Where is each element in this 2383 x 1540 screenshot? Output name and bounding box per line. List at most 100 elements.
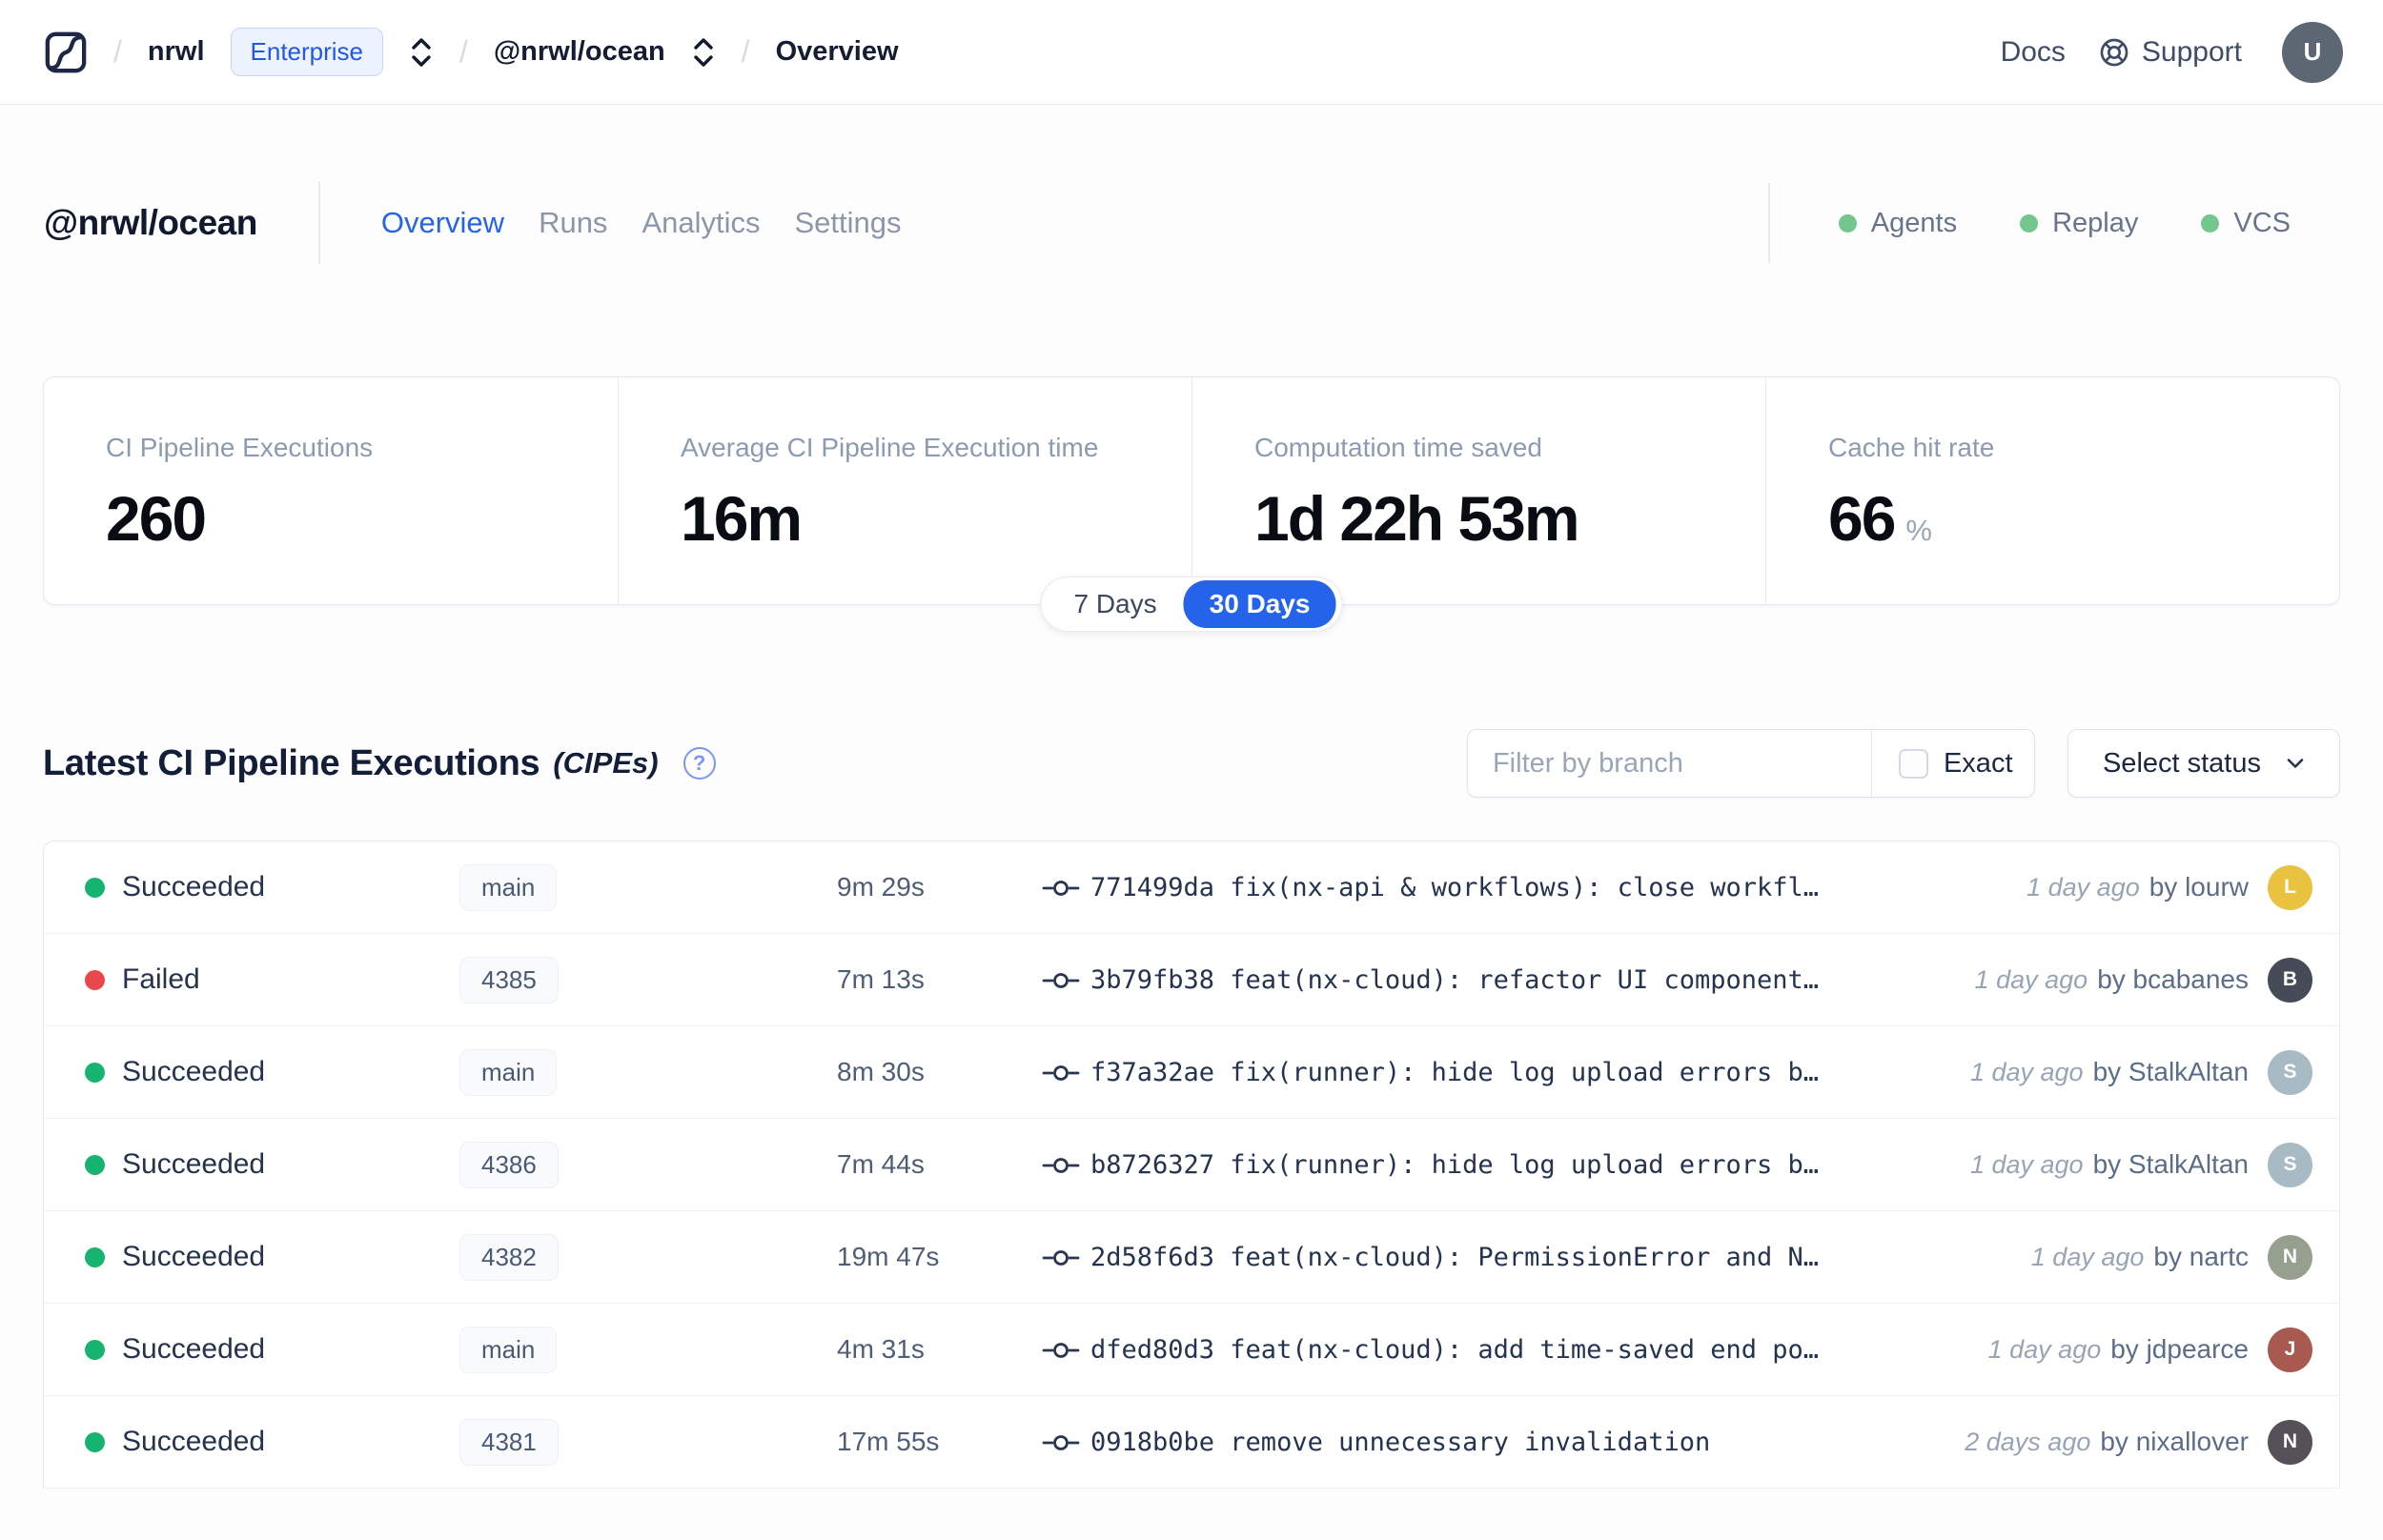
breadcrumb-workspace[interactable]: @nrwl/ocean [493, 36, 665, 67]
status-replay[interactable]: Replay [2020, 208, 2138, 239]
stats-section: CI Pipeline Executions 260 Average CI Pi… [43, 376, 2340, 632]
time-ago: 1 day ago [1969, 1149, 2084, 1179]
status-select-dropdown[interactable]: Select status [2067, 729, 2340, 798]
git-commit-icon [1042, 968, 1080, 993]
tab-settings[interactable]: Settings [794, 206, 902, 239]
cipe-status: Succeeded [122, 1148, 266, 1180]
branch-badge: 4385 [459, 957, 559, 1003]
workspace-selector-chevron-icon[interactable] [691, 36, 716, 69]
avatar: L [2268, 864, 2312, 910]
avatar: B [2268, 957, 2312, 1003]
plan-badge: Enterprise [230, 28, 384, 76]
cipe-status: Succeeded [122, 1241, 266, 1272]
tab-overview[interactable]: Overview [380, 206, 505, 239]
docs-link[interactable]: Docs [2000, 35, 2066, 68]
page-title: @nrwl/ocean [44, 203, 257, 242]
time-ago: 1 day ago [1969, 1057, 2084, 1086]
cipes-section-header: Latest CI Pipeline Executions (CIPEs) ? … [43, 729, 2340, 798]
cipe-duration: 4m 31s [837, 1334, 925, 1364]
nx-logo-icon[interactable] [44, 30, 88, 74]
git-commit-icon [1042, 1153, 1080, 1178]
time-ago: 1 day ago [1987, 1334, 2102, 1364]
branch-badge: main [459, 864, 558, 911]
cipe-row[interactable]: Failed 4385 7m 13s 3b79fb38 feat(nx-clou… [44, 934, 2339, 1026]
cipe-row[interactable]: Succeeded main 8m 30s f37a32ae fix(runne… [44, 1026, 2339, 1119]
help-icon[interactable]: ? [682, 747, 716, 780]
cipes-filters: Exact Select status [1466, 729, 2340, 798]
git-commit-icon [1042, 1061, 1080, 1085]
author: by bcabanes [2097, 964, 2249, 994]
cipe-duration: 7m 44s [837, 1149, 925, 1179]
row-meta: 1 day ago by nartc N [2031, 1211, 2312, 1303]
stat-card-avg-execution-time: Average CI Pipeline Execution time 16m [618, 377, 1192, 604]
divider [1767, 183, 1770, 263]
tab-runs[interactable]: Runs [539, 206, 608, 239]
lifebuoy-icon [2098, 36, 2130, 69]
time-ago: 1 day ago [2027, 872, 2140, 902]
cipe-status: Succeeded [122, 1333, 266, 1365]
cipe-table: Succeeded main 9m 29s 771499da fix(nx-ap… [43, 841, 2340, 1489]
avatar: N [2268, 1234, 2312, 1280]
support-link[interactable]: Support [2098, 36, 2242, 69]
cipe-status: Succeeded [122, 1056, 266, 1087]
branch-badge: main [459, 1049, 558, 1096]
cipe-row[interactable]: Succeeded main 4m 31s dfed80d3 feat(nx-c… [44, 1304, 2339, 1396]
status-dot-icon [85, 1340, 105, 1360]
status-dot-icon [85, 1155, 105, 1175]
git-commit-icon [1042, 876, 1080, 901]
commit-message: 3b79fb38 feat(nx-cloud): refactor UI com… [1090, 965, 1820, 995]
stat-card-ci-executions: CI Pipeline Executions 260 [106, 433, 374, 554]
avatar: S [2268, 1049, 2312, 1095]
commit-message: f37a32ae fix(runner): hide log upload er… [1090, 1058, 1820, 1087]
git-commit-icon [1042, 1338, 1080, 1363]
commit-message: dfed80d3 feat(nx-cloud): add time-saved … [1090, 1335, 1820, 1365]
range-7-days[interactable]: 7 Days [1073, 589, 1157, 618]
cipe-row[interactable]: Succeeded 4381 17m 55s 0918b0be remove u… [44, 1396, 2339, 1489]
author: by nartc [2153, 1242, 2249, 1271]
nav-actions: Docs Support U [2000, 21, 2343, 83]
user-avatar[interactable]: U [2282, 21, 2343, 83]
row-meta: 1 day ago by jdpearce J [1988, 1304, 2312, 1395]
author: by StalkAltan [2092, 1149, 2249, 1179]
cipe-status: Succeeded [122, 1426, 266, 1457]
percent-suffix: % [1905, 514, 1932, 547]
branch-badge: 4381 [459, 1419, 559, 1466]
branch-filter-input[interactable] [1467, 730, 1871, 797]
cipe-row[interactable]: Succeeded 4382 19m 47s 2d58f6d3 feat(nx-… [44, 1211, 2339, 1304]
exact-checkbox-wrap[interactable]: Exact [1870, 730, 2040, 797]
row-meta: 1 day ago by lourw L [2027, 841, 2312, 933]
row-meta: 2 days ago by nixallover N [1965, 1396, 2312, 1488]
row-meta: 1 day ago by StalkAltan S [1970, 1119, 2312, 1210]
status-dot-icon [85, 878, 105, 898]
cipe-duration: 9m 29s [837, 872, 925, 902]
cipe-duration: 7m 13s [837, 964, 925, 994]
date-range-toggle: 7 Days 30 Days [1040, 577, 1343, 632]
author: by lourw [2149, 872, 2249, 902]
feature-statuses: Agents Replay VCS [1767, 183, 2340, 263]
org-selector-chevron-icon[interactable] [409, 36, 434, 69]
time-ago: 1 day ago [1974, 964, 2088, 994]
status-vcs[interactable]: VCS [2201, 208, 2291, 239]
breadcrumb-org[interactable]: nrwl [147, 36, 205, 67]
avatar: N [2268, 1419, 2312, 1465]
divider [317, 182, 320, 264]
time-ago: 2 days ago [1965, 1427, 2091, 1456]
tab-analytics[interactable]: Analytics [642, 206, 761, 239]
status-dot-icon [85, 1432, 105, 1452]
author: by jdpearce [2110, 1334, 2249, 1364]
author: by nixallover [2100, 1427, 2249, 1456]
git-commit-icon [1042, 1430, 1080, 1455]
cipe-status: Succeeded [122, 871, 266, 902]
author: by StalkAltan [2092, 1057, 2249, 1086]
workspace-header: @nrwl/ocean Overview Runs Analytics Sett… [44, 179, 2340, 267]
breadcrumb-page: Overview [775, 36, 899, 67]
exact-checkbox[interactable] [1898, 748, 1928, 779]
breadcrumb-separator: / [741, 34, 750, 69]
range-30-days[interactable]: 30 Days [1183, 580, 1336, 628]
cipe-row[interactable]: Succeeded main 9m 29s 771499da fix(nx-ap… [44, 841, 2339, 934]
section-title: Latest CI Pipeline Executions [43, 742, 540, 783]
cipe-duration: 17m 55s [837, 1427, 940, 1456]
green-dot-icon [1838, 213, 1857, 233]
cipe-row[interactable]: Succeeded 4386 7m 44s b8726327 fix(runne… [44, 1119, 2339, 1211]
status-agents[interactable]: Agents [1838, 208, 1957, 239]
